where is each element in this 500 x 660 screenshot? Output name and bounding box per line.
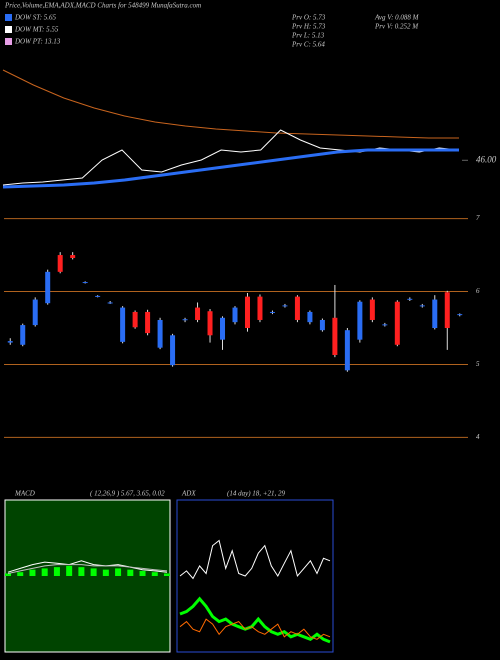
candle-body [95,295,101,297]
legend-swatch [5,14,12,21]
candle-body [282,305,288,307]
series-line [7,564,168,574]
candle-body [319,319,325,331]
candle-body [394,301,400,345]
panel-subtitle: ( 12,26,9 ) 5.67, 3.65, 0.02 [90,490,165,498]
candle-body [444,292,450,328]
candle-body [157,319,163,348]
candle-body [145,311,151,334]
candle-body [107,302,113,304]
y-tick-label: 6 [476,287,480,295]
candle-body [294,296,300,320]
series-line [2,69,459,139]
histogram-bar [66,565,73,576]
candle-body [70,255,76,258]
series-line [2,129,460,186]
candle-body [432,299,438,328]
candle-body [344,330,350,371]
series-line [179,596,331,644]
series-line [179,618,331,640]
y-tick-label: 46.00 [476,154,497,164]
candle-body [269,311,275,313]
candle-body [220,317,226,340]
candle-body [120,307,126,342]
candle-body [132,311,138,328]
candle-body [419,305,425,307]
candle-body [207,311,213,336]
candle-body [407,298,413,300]
info-label: Prv C: 5.64 [291,41,325,49]
candle-body [369,299,375,320]
candle-body [195,307,201,320]
histogram-bar [127,569,134,576]
histogram-bar [115,568,122,576]
candle-body [45,271,51,304]
panel-title: MACD [14,490,35,498]
panel-subtitle: (14 day) 18, +21, 29 [227,490,285,498]
candle-body [257,296,263,320]
candle-body [307,311,313,323]
candle-body [232,307,238,323]
candle-body [7,341,13,343]
candle-body [182,319,188,321]
candle-body [32,299,38,326]
histogram-bar [53,567,60,576]
histogram-bar [151,572,158,576]
candle-body [357,301,363,340]
histogram-bar [139,570,146,576]
histogram-bar [41,568,48,576]
histogram-bar [90,568,97,576]
histogram-bar [78,567,85,576]
candle-body [382,324,388,326]
panel-title: ADX [181,490,196,498]
candle-body [457,314,463,316]
info-label: Avg V: 0.088 M [374,14,420,22]
candle-body [20,325,26,345]
y-tick-label: 4 [476,433,480,441]
candle-body [57,255,63,272]
legend-label: DOW PT: 13.13 [14,38,61,46]
info-label: Prv V: 0.252 M [374,23,419,31]
info-label: Prv L: 5.13 [291,32,325,40]
panel [176,499,334,653]
series-line [7,560,168,573]
candle-body [244,296,250,328]
info-label: Prv O: 5.73 [291,14,326,22]
histogram-bar [102,569,109,576]
legend-label: DOW ST: 5.65 [14,14,57,22]
histogram-bar [29,569,36,576]
candle-body [170,335,176,366]
legend-swatch [5,26,12,33]
histogram-bar [17,572,24,576]
series-line [2,148,459,189]
y-tick-label: 7 [476,214,480,222]
title: Price,Volume,EMA,ADX,MACD Charts for 548… [4,2,201,10]
y-tick-label: 5 [476,360,480,368]
histogram-bar [5,573,11,576]
legend-label: DOW MT: 5.55 [14,26,59,34]
series-line [179,539,331,580]
candle-body [82,282,88,284]
candle-body [332,317,338,355]
legend-swatch [5,38,12,45]
histogram-bar [164,573,170,576]
info-label: Prv H: 5.73 [291,23,326,31]
